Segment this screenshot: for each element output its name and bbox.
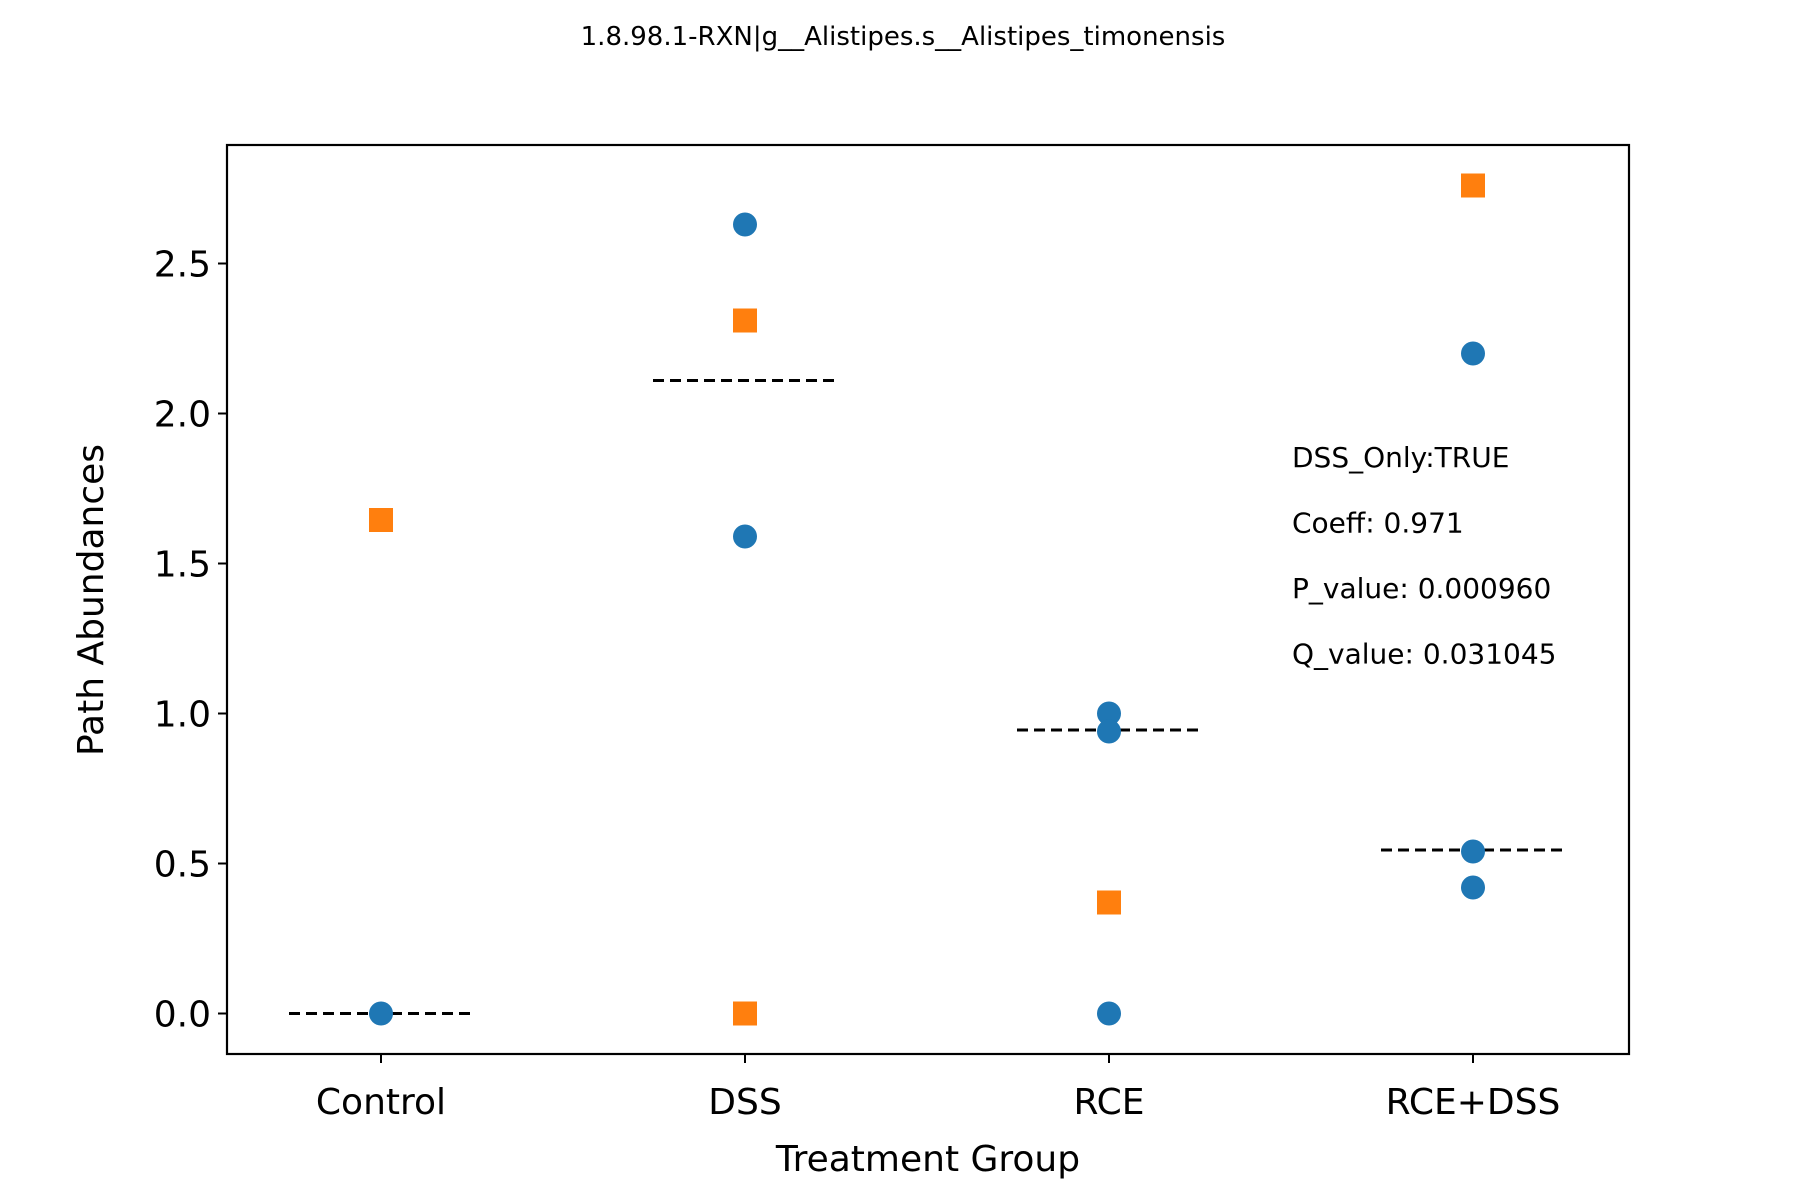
- data-point-circle: [1461, 839, 1485, 864]
- plot-frame: [225, 143, 1631, 1056]
- data-point-circle: [1097, 701, 1121, 726]
- y-axis-ticks: 0.0 0.5 1.0 1.5 2.0 2.5: [154, 245, 227, 1036]
- y-axis-label: Path Abundances: [71, 444, 112, 756]
- y-tick-label: 1.0: [154, 695, 211, 736]
- x-tick-label: Control: [316, 1082, 446, 1123]
- data-point-square: [733, 308, 757, 333]
- data-point-square: [1097, 890, 1121, 915]
- data-point-square: [369, 508, 393, 532]
- stats-annotation-line: P_value: 0.000960: [1292, 572, 1551, 605]
- data-point-circle: [1461, 875, 1485, 900]
- x-axis-ticks: Control DSS RCE RCE+DSS: [316, 1054, 1560, 1123]
- x-tick-label: DSS: [708, 1082, 781, 1123]
- chart-title: 1.8.98.1-RXN|g__Alistipes.s__Alistipes_t…: [581, 22, 1226, 52]
- data-point-circle: [733, 212, 757, 237]
- y-tick-label: 0.5: [154, 845, 211, 886]
- data-point-circle: [1461, 341, 1485, 366]
- x-axis-label: Treatment Group: [775, 1139, 1080, 1180]
- y-tick-label: 2.5: [154, 245, 211, 286]
- x-tick-label: RCE: [1073, 1082, 1144, 1123]
- y-tick-label: 0.0: [154, 995, 211, 1036]
- stats-annotation-line: DSS_Only:TRUE: [1292, 441, 1509, 474]
- data-point-circle: [733, 524, 757, 549]
- stats-annotation-line: Coeff: 0.971: [1292, 507, 1464, 540]
- data-point-circle: [1097, 719, 1121, 744]
- stats-annotation: DSS_Only:TRUE Coeff: 0.971 P_value: 0.0009…: [1292, 441, 1556, 671]
- data-point-square: [733, 1001, 757, 1026]
- y-tick-label: 2.0: [154, 395, 211, 436]
- y-tick-label: 1.5: [154, 545, 211, 586]
- stats-annotation-line: Q_value: 0.031045: [1292, 638, 1556, 671]
- data-point-square: [1461, 173, 1485, 198]
- x-tick-label: RCE+DSS: [1386, 1082, 1561, 1123]
- data-point-circle: [1097, 1001, 1121, 1026]
- data-point-circle: [369, 1001, 393, 1026]
- plot-marks: [289, 173, 1565, 1026]
